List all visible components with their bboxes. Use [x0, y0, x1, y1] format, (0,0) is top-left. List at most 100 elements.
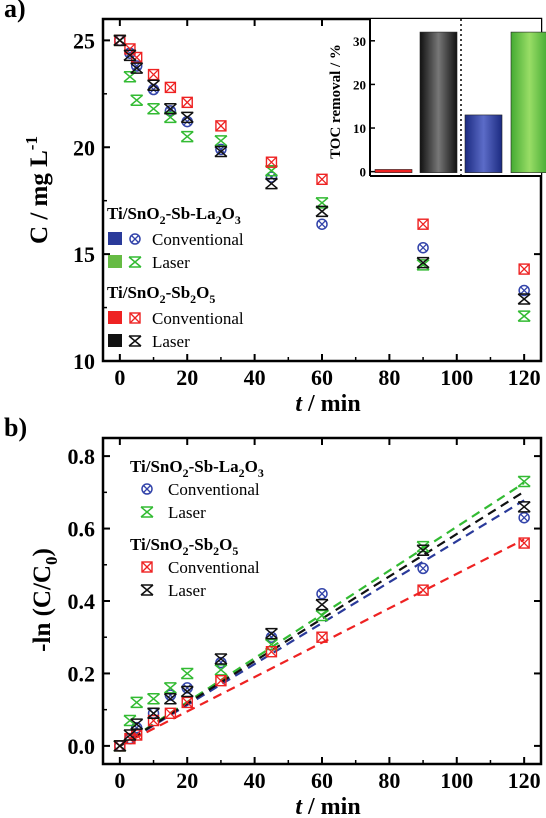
x-tick-label: 0 — [114, 768, 125, 793]
data-point-s1-10-glyph — [517, 475, 531, 488]
y-tick-label: 25 — [73, 28, 95, 53]
panel-label: b) — [4, 413, 27, 442]
data-point-s2-6 — [215, 674, 227, 687]
x-tick-label: 80 — [378, 365, 400, 390]
data-point-s1-2 — [130, 94, 144, 106]
x-tick-label: 100 — [440, 365, 473, 390]
y-tick-label: 15 — [73, 242, 95, 267]
legend-entry-label: Laser — [152, 332, 190, 351]
data-point-s2-4 — [164, 81, 177, 94]
legend-marker-x2 — [129, 312, 141, 324]
data-point-s1-2-glyph — [130, 696, 144, 709]
x-axis-label: t / min — [295, 794, 360, 818]
data-point-s3-5 — [180, 685, 194, 698]
data-point-s0-2-ring — [130, 60, 143, 72]
data-point-s1-7 — [264, 638, 278, 651]
data-point-s1-8-glyph — [315, 609, 329, 622]
data-point-s2-7-x2 — [266, 156, 277, 168]
x-tick-label: 80 — [378, 768, 400, 793]
data-point-s1-10-glyph — [517, 310, 531, 322]
data-point-s3-8 — [315, 205, 329, 218]
data-point-s3-8-glyph — [315, 205, 329, 218]
data-point-s1-5-glyph — [180, 130, 194, 143]
data-point-s3-1-glyph — [123, 729, 137, 741]
data-point-s2-7-box — [265, 646, 278, 658]
inset-y-tick-label: 0 — [360, 165, 367, 180]
data-point-s1-10 — [517, 310, 531, 322]
data-point-s2-3 — [147, 714, 160, 727]
data-point-s3-7-glyph — [264, 627, 278, 640]
legend-marker — [141, 561, 153, 573]
data-point-s2-10-box — [518, 263, 530, 275]
data-point-s1-9 — [416, 540, 430, 553]
data-point-s3-4-glyph — [163, 103, 177, 115]
data-point-s3-2-glyph — [130, 62, 144, 74]
inset-y-axis-label: TOC removal / % — [328, 44, 344, 159]
legend-marker — [128, 335, 142, 347]
fit-line-1 — [119, 481, 525, 747]
data-point-s3-0-glyph — [113, 34, 127, 47]
data-point-s3-7 — [264, 627, 278, 640]
data-point-s2-7-x2 — [266, 646, 277, 658]
data-point-s3-4 — [163, 103, 177, 115]
y-axis-label: -ln (C/C0) — [29, 548, 61, 652]
data-point-s0-9-x2 — [419, 564, 428, 573]
data-point-s3-6-glyph — [214, 653, 228, 665]
data-point-s2-9-box — [417, 218, 429, 230]
data-point-s3-6 — [214, 653, 228, 665]
data-point-s1-3 — [147, 693, 161, 705]
legend: Ti/SnO2-Sb-La2O3 Conventional Laser Ti/SnO2… — [107, 204, 244, 351]
data-point-s0-9-ring — [417, 241, 429, 254]
data-point-s1-7-glyph — [264, 638, 278, 651]
data-point-s1-6-glyph — [214, 135, 228, 147]
inset-y-tick-label: 10 — [353, 121, 366, 136]
data-point-s2-9-x2 — [417, 218, 429, 230]
data-point-s3-1 — [123, 729, 137, 741]
data-point-s2-4-box — [164, 707, 177, 719]
legend-marker — [140, 506, 154, 518]
data-point-s1-5 — [180, 667, 194, 680]
inset-bar-3 — [510, 31, 546, 173]
data-point-s0-8-ring — [316, 588, 328, 600]
data-point-s1-4-glyph — [163, 682, 177, 694]
data-point-s1-2-glyph — [130, 94, 144, 106]
legend-marker-box — [141, 561, 153, 573]
legend-entry-label: Conventional — [168, 480, 260, 499]
data-point-s2-8-x2 — [316, 631, 328, 643]
data-point-s3-6 — [214, 145, 228, 158]
data-point-s2-4-x2 — [164, 81, 176, 93]
data-point-s2-5-box — [181, 696, 193, 709]
data-point-s3-9-glyph — [416, 544, 430, 557]
data-point-s0-10 — [518, 511, 530, 524]
data-point-s1-2 — [130, 696, 144, 709]
data-point-s0-10-x2 — [520, 286, 529, 295]
legend-marker — [141, 483, 153, 495]
inset-y-tick-label: 30 — [353, 34, 366, 49]
x-tick-label: 40 — [244, 768, 266, 793]
legend-marker-glyph — [128, 335, 142, 347]
data-point-s0-8-x2 — [318, 589, 326, 598]
y-tick-label: 0.6 — [68, 517, 96, 542]
legend-marker-x2 — [141, 561, 153, 573]
inset-bar-2 — [464, 114, 503, 173]
legend-swatch — [108, 255, 122, 268]
data-point-s3-10-glyph — [517, 501, 531, 513]
data-point-s2-9-box — [417, 584, 429, 596]
data-point-s2-9-x2 — [417, 584, 429, 596]
data-point-s3-3-glyph — [147, 79, 161, 92]
legend-entry-label: Laser — [168, 581, 206, 600]
legend-marker — [140, 584, 154, 596]
y-tick-label: 0.8 — [68, 444, 96, 469]
legend-entry-label: Laser — [152, 253, 190, 272]
x-tick-label: 120 — [508, 768, 541, 793]
data-point-s0-7-ring — [265, 171, 278, 183]
data-point-s1-9 — [416, 259, 430, 271]
data-point-s0-8-ring — [316, 218, 328, 230]
data-point-s0-7-x2 — [267, 173, 276, 182]
data-point-s3-3-glyph — [147, 707, 161, 720]
data-point-s2-4-box — [164, 81, 177, 94]
data-point-s2-6-x2 — [215, 675, 227, 687]
data-point-s0-8 — [316, 588, 328, 600]
panel-label: a) — [4, 0, 26, 23]
y-tick-label: 10 — [73, 349, 95, 374]
